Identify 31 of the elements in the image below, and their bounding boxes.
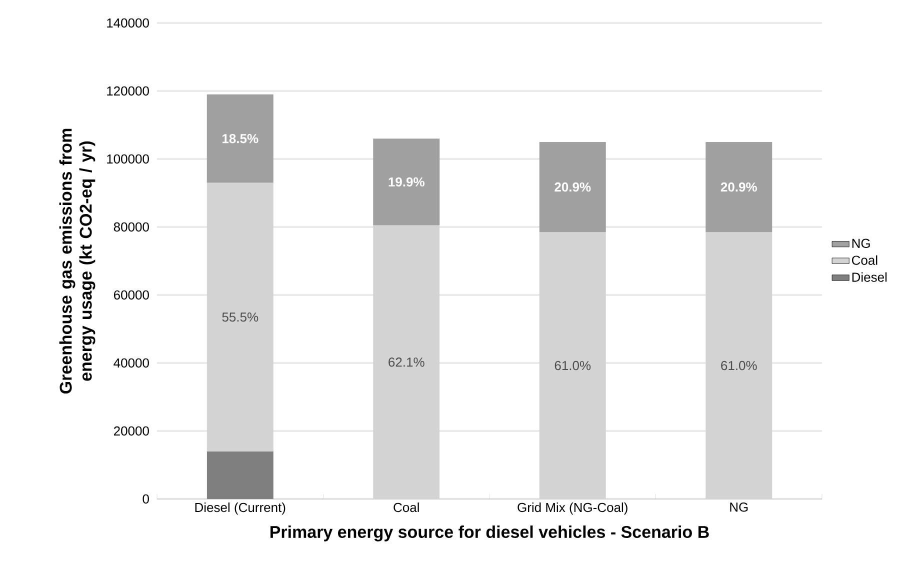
annotation: 62.1% [388, 358, 424, 367]
bar [706, 142, 772, 232]
bar [539, 142, 606, 232]
annotation: 61.0% [554, 360, 591, 370]
annotation: 55.5% [222, 312, 258, 322]
y-tick-label: 140000 [107, 18, 149, 28]
y-axis-title: Greenhouse gas emissions from energy usage (kt CO2-eq / yr) [59, 128, 96, 394]
y-tick-label: 0 [142, 494, 149, 504]
bar [373, 138, 440, 226]
bar [206, 451, 274, 499]
annotation: 18.5% [222, 134, 258, 144]
annotation: 19.9% [388, 177, 424, 187]
legend-label: NG [852, 238, 870, 248]
y-tick-label: 100000 [107, 154, 149, 164]
legend-label: Diesel [852, 272, 887, 282]
x-axis-title: Primary energy source for diesel vehicles - Scenario B [270, 526, 709, 542]
y-tick-label: 120000 [107, 86, 149, 96]
y-tick-label: 40000 [114, 358, 149, 368]
bar [206, 182, 274, 452]
annotation: 61.0% [721, 360, 757, 370]
y-tick-label: 60000 [114, 290, 149, 300]
x-tick-label: Grid Mix (NG-Coal) [518, 502, 628, 515]
x-tick-label: NG [730, 502, 748, 512]
bar [206, 94, 274, 183]
x-tick-label: Diesel (Current) [195, 502, 286, 515]
legend-label: Coal [852, 255, 878, 265]
annotation: 20.9% [554, 182, 591, 192]
annotation: 20.9% [720, 182, 757, 192]
x-tick-label: Coal [394, 502, 419, 512]
y-tick-label: 80000 [114, 222, 149, 232]
y-tick-label: 20000 [114, 426, 149, 436]
